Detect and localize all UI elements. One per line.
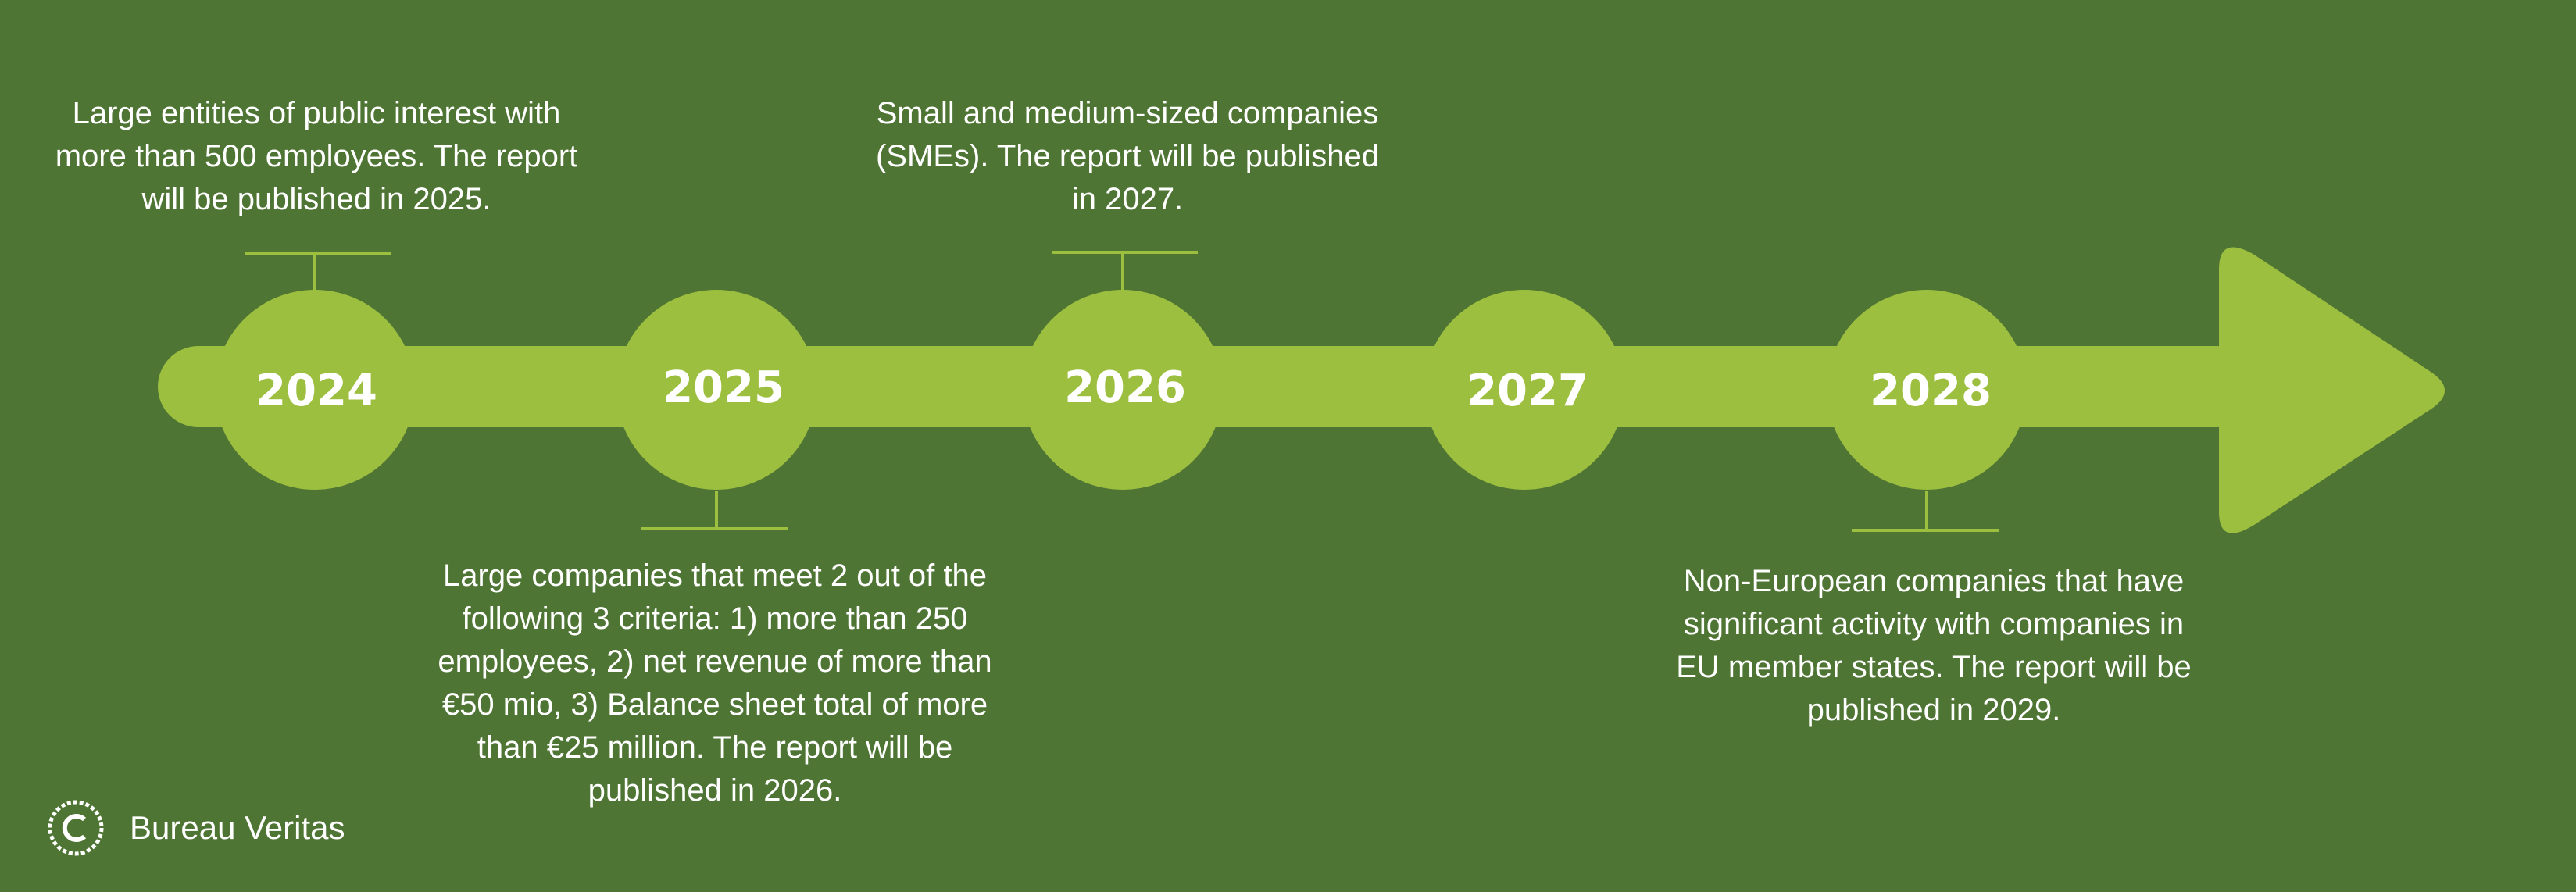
milestone-description-2026: Small and medium-sized companies (SMEs).… (876, 96, 1379, 216)
copyright-notice: Bureau Veritas (47, 797, 345, 859)
node-2024 (215, 290, 415, 490)
year-label-2024: 2024 (255, 366, 377, 416)
arrow-head-icon (2219, 247, 2445, 533)
year-label-2027: 2027 (1467, 366, 1588, 416)
milestone-description-2024: Large entities of public interest with m… (55, 96, 578, 216)
year-label-2026: 2026 (1064, 362, 1186, 413)
node-2028 (1827, 290, 2027, 490)
connector-2025 (641, 491, 788, 530)
copyright-icon (48, 800, 104, 856)
node-2027 (1424, 290, 1624, 490)
copyright-text: Bureau Veritas (130, 809, 345, 846)
milestone-description-2028: Non-European companies that have signifi… (1676, 564, 2192, 727)
connector-2024 (245, 252, 391, 291)
connector-2028 (1852, 491, 1999, 532)
node-2025 (616, 290, 816, 490)
year-label-2028: 2028 (1870, 366, 1992, 416)
milestone-description-2025: Large companies that meet 2 out of the f… (438, 558, 992, 808)
node-2026 (1023, 290, 1223, 490)
connector-2026 (1052, 251, 1198, 291)
year-label-2025: 2025 (663, 362, 784, 413)
